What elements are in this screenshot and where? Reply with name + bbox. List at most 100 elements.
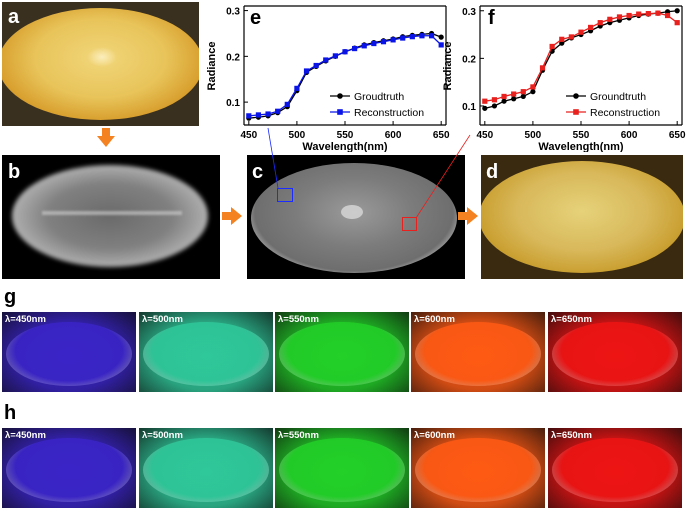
connector-blue: [267, 127, 279, 189]
chart-f-legend-marker: [573, 109, 579, 115]
chart-f-xtick-label: 550: [573, 130, 590, 141]
chart-e-point: [428, 33, 435, 39]
panel-b-label: b: [8, 161, 21, 183]
row-h-lemon-5: [552, 438, 678, 502]
chart-e-point: [275, 108, 281, 114]
chart-f-point: [491, 103, 498, 109]
chart-e-point: [352, 45, 358, 52]
chart-f-point: [607, 16, 613, 22]
blurred-lemon: [12, 165, 208, 267]
chart-f-point: [482, 105, 488, 111]
chart-f-xtick-label: 600: [621, 130, 638, 141]
row-g-tile-4: λ=600nm: [411, 312, 545, 392]
chart-f-point: [578, 29, 584, 35]
chart-f-point: [539, 65, 546, 71]
roi-box-blue: [277, 188, 293, 202]
chart-f-point: [549, 43, 555, 50]
panel-e-label: e: [250, 7, 262, 29]
chart-f-series-line-1: [484, 12, 678, 102]
row-h-lemon-4: [415, 438, 541, 502]
chart-e-point: [323, 57, 329, 63]
row-h-tile-4: λ=600nm: [411, 428, 545, 508]
row-g-lemon-2: [143, 322, 269, 386]
row-h-lemon-3: [279, 438, 405, 502]
chart-e-point: [419, 33, 425, 39]
chart-e-point: [438, 42, 444, 48]
chart-f-point: [655, 10, 661, 16]
chart-e-xtick-label: 650: [433, 130, 450, 141]
chart-e-xtick-label: 600: [385, 130, 402, 141]
chart-f-ytick-label: 0.1: [462, 102, 476, 113]
row-h-wavelength-label: λ=650nm: [551, 430, 592, 441]
chart-e: 450 500 550 600 650 0.1 0.2 0.3 Groudtruth Recon…: [206, 5, 450, 152]
chart-f-point: [588, 24, 594, 31]
chart-e-xtick-label: 550: [337, 130, 354, 141]
chart-f-point: [626, 12, 632, 19]
reconstructed-rgb-lemon: [481, 161, 683, 273]
chart-f-point: [645, 11, 651, 17]
chart-e-legend-marker: [337, 93, 343, 99]
chart-e-point: [438, 34, 444, 40]
panel-d-image: [481, 155, 683, 279]
chart-f-point: [530, 84, 536, 90]
reconstructed-center: [341, 205, 363, 219]
chart-e-point: [332, 53, 338, 59]
row-g-wavelength-label: λ=600nm: [414, 314, 455, 325]
chart-e-point: [342, 49, 348, 55]
chart-e-ytick-label: 0.1: [226, 98, 240, 109]
panel-d-label: d: [486, 161, 499, 183]
row-h-tile-3: λ=550nm: [275, 428, 409, 508]
row-g-lemon-5: [552, 322, 678, 386]
down-arrow-icon: [97, 136, 115, 147]
row-g-wavelength-label: λ=550nm: [278, 314, 319, 325]
row-g-tile-2: λ=500nm: [139, 312, 273, 392]
chart-f-point: [520, 89, 526, 95]
chart-f: 450 500 550 600 650 0.1 0.2 0.3 Groundtruth Reco…: [442, 5, 686, 152]
chart-f-xlabel: Wavelength(nm): [538, 141, 623, 152]
panel-g-label: g: [4, 286, 17, 308]
chart-e-point: [390, 37, 396, 43]
chart-e-point: [409, 34, 415, 40]
chart-f-point: [511, 91, 517, 97]
connector-red: [415, 134, 471, 219]
row-h-tile-1: λ=450nm: [2, 428, 136, 508]
row-h-wavelength-label: λ=500nm: [142, 430, 183, 441]
row-h-lemon-1: [6, 438, 132, 502]
chart-e-xlabel: Wavelength(nm): [302, 141, 387, 152]
chart-f-ylabel: Radiance: [442, 42, 454, 91]
right-arrow-icon-2: [467, 207, 478, 225]
row-g-tile-5: λ=650nm: [548, 312, 682, 392]
row-g-tile-3: λ=550nm: [275, 312, 409, 392]
row-g-tile-1: λ=450nm: [2, 312, 136, 392]
lemon-center-highlight: [87, 47, 117, 67]
panel-a-label: a: [8, 6, 20, 28]
chart-f-point: [501, 98, 507, 104]
row-h-wavelength-label: λ=550nm: [278, 430, 319, 441]
down-arrow-stem: [102, 128, 110, 136]
chart-f-ytick-label: 0.2: [462, 54, 476, 65]
chart-e-point: [371, 40, 377, 47]
chart-f-point: [636, 11, 642, 17]
chart-f-point: [501, 93, 507, 100]
chart-e-point: [313, 62, 319, 69]
chart-e-ylabel: Radiance: [206, 42, 218, 91]
row-h-wavelength-label: λ=450nm: [5, 430, 46, 441]
chart-f-point: [511, 96, 517, 102]
chart-f-point: [520, 93, 526, 100]
chart-f-legend-label: Reconstruction: [590, 107, 660, 119]
chart-e-legend-marker: [337, 109, 343, 115]
chart-f-point: [674, 8, 680, 14]
chart-f-point: [597, 20, 603, 26]
row-g-lemon-4: [415, 322, 541, 386]
row-g-wavelength-label: λ=450nm: [5, 314, 46, 325]
right-arrow-icon-1: [231, 207, 242, 225]
chart-f-ytick-label: 0.3: [462, 7, 476, 18]
row-g-lemon-1: [6, 322, 132, 386]
chart-f-point: [530, 89, 536, 95]
chart-f-legend-marker: [573, 93, 579, 99]
chart-e-point: [246, 113, 252, 119]
right-arrow-stem-1: [222, 212, 231, 220]
chart-e-ytick-label: 0.2: [226, 52, 240, 63]
right-arrow-stem-2: [458, 212, 467, 220]
